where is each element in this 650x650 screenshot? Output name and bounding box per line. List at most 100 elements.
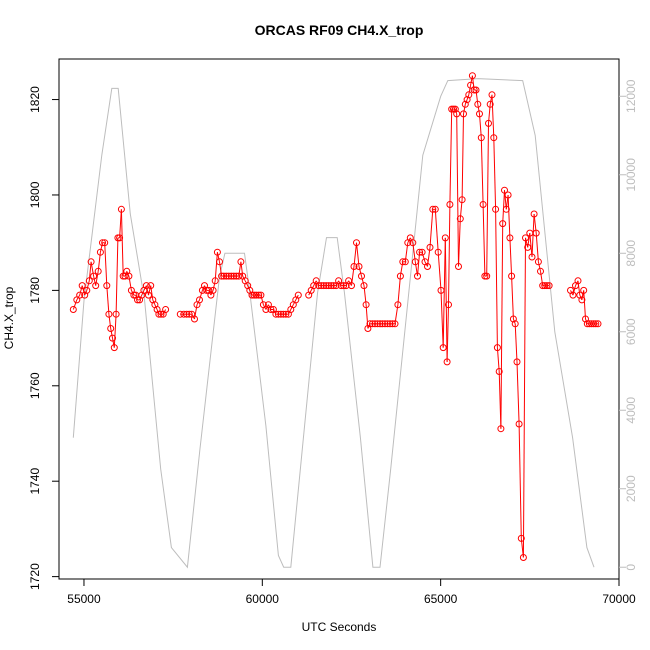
ch4-data-point	[468, 72, 476, 80]
y2-tick-label: 8000	[624, 240, 638, 267]
ch4-data-point	[455, 263, 462, 270]
ch4-data-point	[101, 239, 109, 247]
ch4-line-segment	[240, 261, 244, 277]
ch4-line-segment	[493, 137, 497, 210]
ch4-data-point	[409, 239, 417, 247]
ch4-data-point	[472, 86, 480, 94]
ch4-line-segment	[525, 237, 529, 248]
ch4-data-point	[320, 282, 328, 290]
ch4-data-point	[493, 344, 501, 352]
ch4-line-segment	[440, 290, 444, 348]
ch4-data-point	[511, 320, 519, 328]
ch4-line-segment	[527, 233, 531, 248]
ch4-line-segment	[358, 266, 362, 277]
ch4-data-point	[225, 272, 233, 280]
ch4-data-point	[545, 282, 553, 290]
ch4-data-point	[185, 310, 193, 318]
ch4-data-point	[530, 210, 538, 218]
ch4-data-point	[282, 310, 290, 318]
y2-tick-label: 6000	[624, 318, 638, 345]
ch4-data-point	[69, 306, 77, 313]
ch4-data-point	[220, 272, 228, 280]
ch4-line-segment	[516, 361, 520, 425]
ch4-data-point	[461, 100, 469, 108]
y-axis-left: 1720 1740 1760 1780 1800 1820	[28, 86, 59, 590]
ch4-data-point	[116, 234, 124, 242]
ch4-line-segment	[444, 237, 448, 362]
ch4-data-point	[453, 110, 461, 118]
y2-tick-label: 4000	[624, 397, 638, 424]
ch4-data-point	[248, 291, 256, 299]
ch4-data-point	[434, 248, 442, 256]
ch4-data-point	[76, 291, 84, 299]
ch4-data-point	[78, 282, 86, 290]
ch4-line-segment	[456, 113, 459, 267]
ch4-data-point	[439, 344, 447, 352]
ch4-line-segment	[491, 94, 495, 138]
ch4-data-point	[250, 291, 258, 299]
ch4-data-point	[506, 234, 514, 242]
ch4-data-point	[574, 277, 582, 285]
ch4-data-point	[183, 310, 191, 318]
ch4-data-point	[366, 320, 374, 328]
ch4-data-point	[499, 220, 507, 228]
ch4-data-point	[401, 258, 409, 266]
ch4-data-point	[582, 315, 589, 323]
ch4-data-point	[501, 186, 508, 194]
ch4-line-segment	[397, 276, 401, 305]
ch4-data-point	[384, 320, 391, 328]
ch4-data-point	[237, 258, 245, 266]
ch4-data-point	[424, 263, 431, 270]
ch4-line-segment	[583, 290, 586, 320]
ch4-data-point	[105, 310, 113, 318]
ch4-data-point	[517, 534, 525, 542]
ch4-line-segment	[448, 204, 451, 305]
y2-tick-label: 12000	[624, 79, 638, 113]
ch4-data-point	[445, 301, 452, 309]
ch4-line-segment	[502, 190, 505, 224]
ch4-line-segment	[199, 290, 203, 301]
ch4-line-segment	[86, 280, 90, 291]
ch4-data-point	[121, 272, 129, 280]
ch4-data-point	[379, 320, 386, 328]
ch4-data-point	[96, 248, 104, 256]
ch4-data-point	[446, 201, 454, 208]
ch4-line-segment	[509, 237, 513, 277]
ch4-data-point	[386, 320, 394, 328]
ch4-series-points	[69, 72, 602, 561]
ch4-line-segment	[353, 242, 357, 267]
ch4-data-point	[537, 267, 544, 275]
ch4-line-segment	[365, 304, 369, 329]
y-tick-label: 1760	[28, 372, 42, 399]
ch4-data-point	[272, 310, 280, 318]
ch4-line-segment	[537, 261, 541, 272]
ch4-data-point	[317, 282, 325, 290]
ch4-data-point	[479, 201, 487, 208]
ch4-data-point	[369, 320, 376, 328]
ch4-data-point	[381, 320, 389, 328]
ch4-line-segment	[150, 285, 154, 300]
ch4-data-point	[107, 325, 115, 332]
ch4-data-point	[252, 291, 260, 299]
ch4-data-point	[277, 310, 285, 318]
ch4-line-segment	[522, 237, 526, 558]
ch4-line-segment	[216, 252, 220, 262]
ch4-data-point	[463, 96, 471, 104]
ch4-data-point	[485, 119, 492, 127]
ch4-line-segment	[468, 85, 472, 95]
ch4-data-point	[216, 258, 223, 266]
ch4-line-segment	[115, 237, 119, 315]
ch4-data-point	[389, 320, 396, 328]
ch4-data-point	[355, 263, 363, 270]
ch4-line-segment	[128, 276, 132, 291]
ch4-data-point	[337, 282, 345, 290]
ch4-data-point	[465, 91, 473, 99]
x-axis: 55000 60000 65000 70000	[67, 578, 636, 606]
ch4-data-point	[374, 320, 381, 328]
y2-tick-label: 2000	[624, 475, 638, 502]
x-tick-label: 55000	[67, 592, 101, 606]
ch4-data-point	[504, 191, 512, 199]
ch4-line-segment	[104, 242, 108, 286]
ch4-data-point	[376, 320, 384, 328]
ch4-data-point	[476, 110, 483, 118]
